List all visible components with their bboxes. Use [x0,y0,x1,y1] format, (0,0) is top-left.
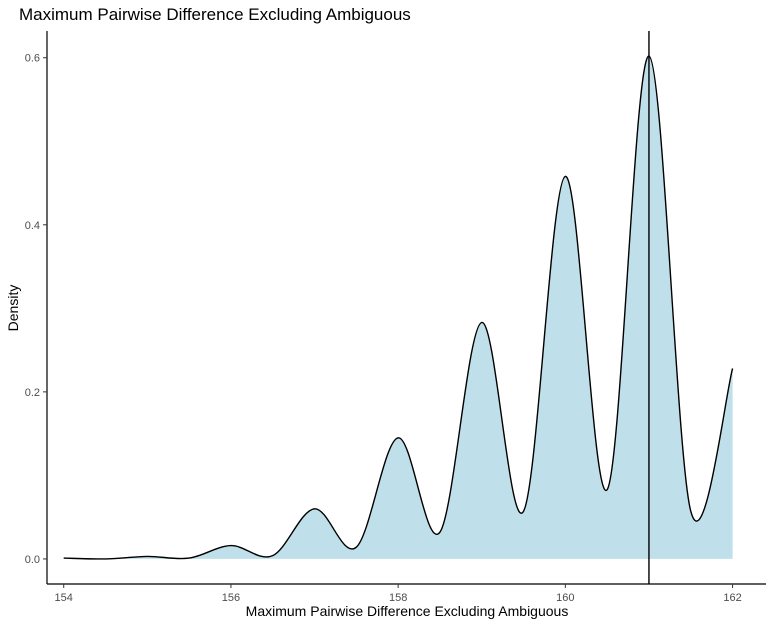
y-axis-title: Density [5,285,21,332]
y-tick-label: 0.4 [25,220,40,232]
axes: 154 156 158 160 162 0.0 0.2 0.4 0.6 [25,31,766,604]
x-axis-title: Maximum Pairwise Difference Excluding Am… [246,603,569,619]
y-tick-label: 0.2 [25,387,40,399]
x-tick-label: 158 [389,592,407,604]
plot-area [63,31,734,584]
x-tick-label: 160 [556,592,574,604]
density-area [63,56,733,559]
x-tick-label: 162 [723,592,741,604]
x-tick-label: 156 [222,592,240,604]
chart-title: Maximum Pairwise Difference Excluding Am… [19,5,411,24]
y-tick-label: 0.0 [25,554,40,566]
x-tick-label: 154 [55,592,73,604]
y-tick-label: 0.6 [25,53,40,65]
